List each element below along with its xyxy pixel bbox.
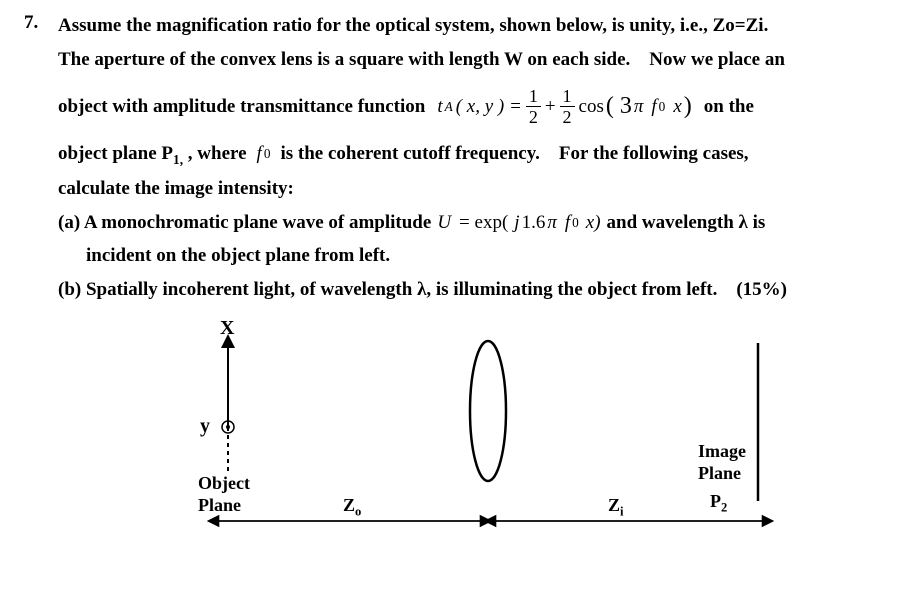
half-1: 1 2 bbox=[526, 87, 541, 126]
line-1: Assume the magnification ratio for the o… bbox=[58, 12, 876, 40]
f0-sub: 0 bbox=[264, 144, 271, 163]
eq-open: = exp( bbox=[459, 209, 508, 237]
object-transmittance-line: object with amplitude transmittance func… bbox=[58, 87, 876, 126]
object-plane-label-2: Plane bbox=[198, 495, 241, 516]
f-sub: 0 bbox=[659, 99, 666, 115]
equation-U: U = exp( j 1.6 π f 0 x) bbox=[437, 209, 600, 237]
f2: f bbox=[565, 209, 570, 237]
j: j bbox=[514, 209, 519, 237]
image-plane-label-2: Plane bbox=[698, 463, 741, 484]
half-2: 1 2 bbox=[560, 87, 575, 126]
optical-system-diagram: X y Object Plane Image Plane P2 Zo Zi bbox=[158, 331, 858, 541]
part-a-line2: incident on the object plane from left. bbox=[86, 242, 876, 270]
plus: + bbox=[545, 96, 556, 118]
pi2: π bbox=[547, 209, 557, 237]
part-b: (b) Spatially incoherent light, of wavel… bbox=[58, 276, 876, 304]
line-5: calculate the image intensity: bbox=[58, 175, 876, 203]
line3-pre: object with amplitude transmittance func… bbox=[58, 96, 425, 118]
f: f bbox=[651, 96, 656, 118]
const: 1.6 bbox=[522, 209, 546, 237]
diagram-svg bbox=[158, 331, 858, 541]
zi-label: Zi bbox=[608, 495, 624, 520]
zo-label: Zo bbox=[343, 495, 361, 520]
pi: π bbox=[634, 96, 644, 118]
cos: cos bbox=[579, 96, 604, 118]
U-var: U bbox=[437, 209, 451, 237]
line-2: The aperture of the convex lens is a squ… bbox=[58, 46, 876, 74]
part-a-line1: (a) A monochromatic plane wave of amplit… bbox=[58, 209, 876, 237]
x: x bbox=[673, 96, 681, 118]
question-number: 7. bbox=[24, 12, 38, 34]
p2-label: P2 bbox=[710, 491, 727, 516]
x2: x) bbox=[586, 209, 601, 237]
f2-sub: 0 bbox=[572, 213, 579, 232]
question-7: 7. Assume the magnification ratio for th… bbox=[24, 12, 876, 541]
f0-f: f bbox=[257, 140, 262, 168]
x-axis-label: X bbox=[220, 317, 234, 340]
eq-args: ( x, y ) = bbox=[456, 96, 522, 118]
y-axis-label: y bbox=[200, 415, 210, 438]
object-plane-label-1: Object bbox=[198, 473, 250, 494]
cos-close: ) bbox=[684, 93, 692, 120]
question-body: Assume the magnification ratio for the o… bbox=[58, 12, 876, 541]
line3-post: on the bbox=[704, 96, 754, 118]
eq-lhs-sub: A bbox=[445, 99, 453, 115]
image-plane-label-1: Image bbox=[698, 441, 746, 462]
cos-open: ( 3 bbox=[606, 93, 632, 120]
equation-tA: t A ( x, y ) = 1 2 + 1 2 cos ( 3 π f 0 bbox=[437, 87, 691, 126]
line-4: object plane P1, , where f 0 is the cohe… bbox=[58, 140, 876, 169]
eq-lhs: t bbox=[437, 96, 442, 118]
